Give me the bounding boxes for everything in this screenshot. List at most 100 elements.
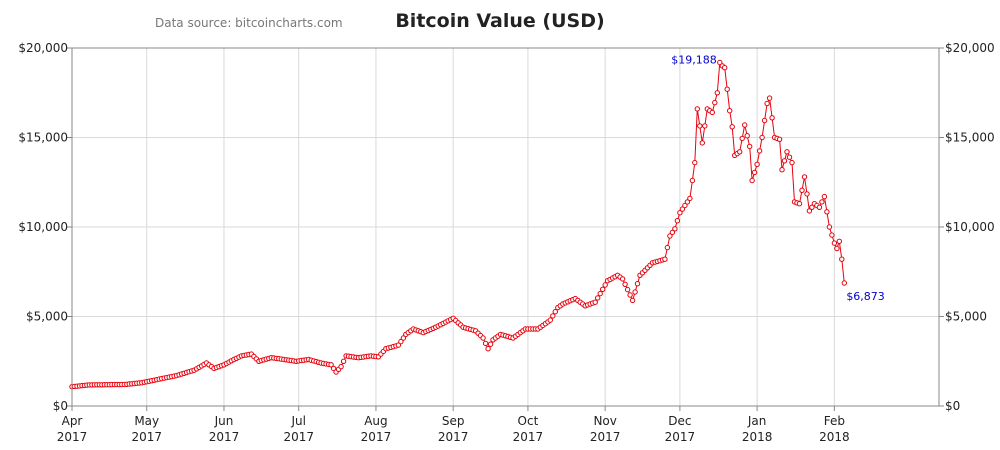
data-point xyxy=(662,256,668,262)
data-point xyxy=(724,86,730,92)
data-point xyxy=(806,208,813,214)
y-tick-label-left: $5,000 xyxy=(26,310,68,324)
data-point xyxy=(722,65,728,71)
data-point xyxy=(682,202,688,209)
data-point xyxy=(819,199,825,205)
data-point xyxy=(398,338,404,345)
data-point xyxy=(829,232,835,238)
y-tick-label-right: $15,000 xyxy=(945,131,995,145)
data-point xyxy=(709,109,715,116)
axes: $0 $0 $5,000 $5,000 $10,000 $10,000 $15,000 $15… xyxy=(18,41,994,444)
y-tick-label-left: $0 xyxy=(53,399,68,413)
x-tick-label-year: 2018 xyxy=(819,430,850,444)
x-tick-label-month: Dec xyxy=(668,414,691,428)
data-point xyxy=(669,229,676,236)
data-point xyxy=(632,289,638,295)
data-point xyxy=(694,106,700,112)
data-point xyxy=(816,204,823,211)
data-point xyxy=(841,280,847,286)
latest-value-label: $6,873 xyxy=(846,290,885,303)
data-point xyxy=(330,365,337,372)
data-point xyxy=(689,177,696,184)
data-point xyxy=(739,135,745,142)
data-point xyxy=(799,187,805,194)
data-point xyxy=(547,317,553,323)
x-tick-label-year: 2017 xyxy=(209,430,240,444)
x-tick-label-month: Apr xyxy=(62,414,83,428)
x-tick-label-month: Jan xyxy=(747,414,767,428)
x-tick-label-year: 2017 xyxy=(513,430,544,444)
data-point xyxy=(766,95,773,101)
data-point xyxy=(776,136,783,143)
data-point xyxy=(482,340,489,347)
data-point xyxy=(769,115,775,121)
x-tick-label-month: Nov xyxy=(593,414,616,428)
data-point xyxy=(674,218,681,224)
data-point xyxy=(400,335,407,341)
data-point xyxy=(550,313,556,319)
data-point xyxy=(779,167,785,173)
data-point xyxy=(809,204,815,211)
data-point xyxy=(747,143,753,150)
data-point xyxy=(684,199,691,205)
data-point xyxy=(624,286,631,293)
data-point xyxy=(759,134,765,141)
x-tick-label-year: 2017 xyxy=(57,430,88,444)
data-source-note: Data source: bitcoincharts.com xyxy=(155,16,343,30)
data-point xyxy=(821,193,828,200)
data-point xyxy=(702,123,708,129)
data-point xyxy=(672,226,678,232)
data-point xyxy=(789,159,795,166)
data-point xyxy=(595,295,601,301)
data-point xyxy=(839,256,845,262)
y-tick-label-right: $0 xyxy=(945,399,960,413)
x-tick-label-year: 2017 xyxy=(131,430,162,444)
annotations: $19,188 $6,873 xyxy=(671,54,885,303)
data-point xyxy=(629,297,636,304)
data-point xyxy=(751,169,758,176)
data-point xyxy=(340,358,347,364)
data-point xyxy=(619,276,626,282)
data-point xyxy=(602,282,608,288)
plot-frame xyxy=(71,47,940,407)
data-point xyxy=(328,362,334,368)
x-tick-label-year: 2017 xyxy=(438,430,469,444)
data-point xyxy=(727,108,733,114)
data-point xyxy=(677,210,683,216)
data-point xyxy=(804,191,810,197)
x-tick-label-month: Jul xyxy=(290,414,305,428)
y-tick-label-left: $20,000 xyxy=(18,41,68,55)
data-point xyxy=(622,281,628,287)
x-tick-label-month: May xyxy=(134,414,159,428)
x-tick-label-month: Sep xyxy=(442,414,465,428)
data-point xyxy=(487,341,494,347)
data-point xyxy=(836,238,842,245)
data-point xyxy=(756,148,763,154)
data-point xyxy=(801,174,808,180)
x-tick-label-year: 2017 xyxy=(283,430,314,444)
data-point xyxy=(764,100,770,107)
y-tick-label-left: $10,000 xyxy=(18,220,68,234)
data-point xyxy=(699,140,705,146)
y-tick-label-right: $20,000 xyxy=(945,41,995,55)
data-point xyxy=(754,161,760,168)
data-point xyxy=(826,224,833,230)
data-point xyxy=(742,122,748,128)
peak-value-label: $19,188 xyxy=(671,54,717,67)
data-point xyxy=(834,245,840,252)
data-point xyxy=(687,195,693,202)
data-point xyxy=(692,159,698,166)
data-point xyxy=(600,286,606,292)
data-point xyxy=(395,342,402,348)
data-point xyxy=(679,206,686,212)
data-point xyxy=(761,117,768,124)
chart-title: Bitcoin Value (USD) xyxy=(395,10,604,32)
x-tick-label-year: 2017 xyxy=(361,430,392,444)
data-point xyxy=(824,209,830,215)
data-point xyxy=(697,123,703,129)
x-tick-label-month: Feb xyxy=(824,414,845,428)
data-point xyxy=(552,309,558,315)
data-point xyxy=(784,149,790,155)
data-point xyxy=(664,244,671,251)
data-point xyxy=(485,346,491,352)
